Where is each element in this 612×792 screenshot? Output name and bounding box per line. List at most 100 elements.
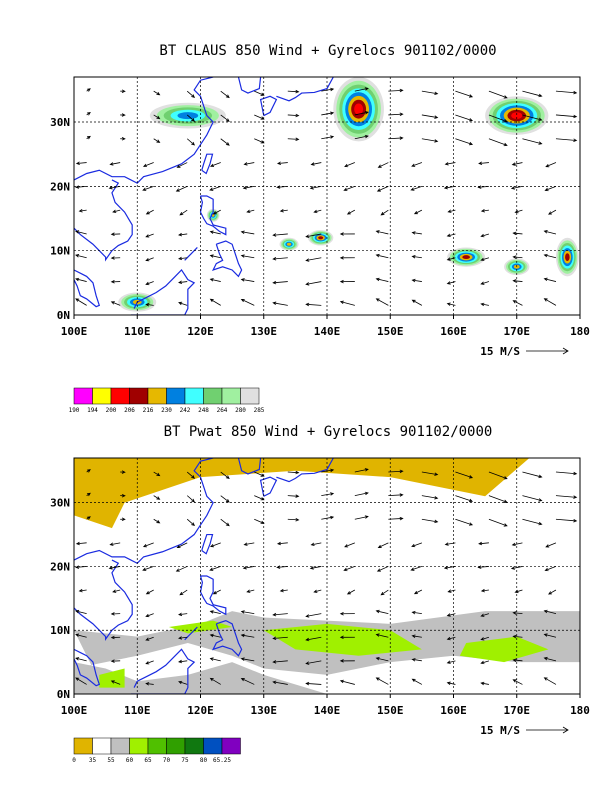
colorbar-label: 285 [254,407,265,414]
colorbar-label: 65 [144,757,152,764]
wind-arrow [522,114,543,121]
wind-arrow [254,138,265,144]
wind-arrow [413,209,423,215]
wind-arrow [120,517,126,522]
wind-arrow [86,516,91,520]
x-tick-label: 150E [377,325,404,338]
cloud-chart-panel: 100E 110E 120E 130E 140E 150E 160E 170E 180 0N 10N… [50,76,590,358]
wind-arrow [287,113,300,118]
x-tick-label: 170E [504,325,531,338]
wind-arrow [354,515,369,520]
vector-reference-arrow [526,347,569,355]
wind-arrow [455,518,474,526]
wind-arrow [444,542,456,546]
x-tick-label: 180 [570,704,590,717]
wind-arrow [75,254,87,259]
wind-arrow [276,565,288,569]
wind-arrow [305,613,322,618]
wind-arrow [480,233,490,238]
wind-arrow [455,138,474,146]
pwat-colorbar: 0 35 55 60 65 70 75 80 65.25 [72,737,241,764]
wind-arrow [375,298,389,306]
wind-arrow [243,162,255,166]
wind-arrow [421,495,439,500]
colorbar-swatch [203,387,223,405]
wind-arrow [120,470,126,474]
wind-arrow [186,518,196,527]
colorbar-label: 206 [124,407,135,414]
wind-arrow [110,659,121,663]
wind-arrow [446,613,456,617]
colorbar-label: 264 [217,407,228,414]
wind-arrow [478,161,489,165]
y-tick-label: 10N [50,624,70,637]
wind-arrow [313,209,322,214]
wind-arrow [477,565,489,569]
wind-arrow [246,209,255,214]
wind-arrow [555,471,578,476]
wind-arrow [175,185,188,192]
wind-arrow [279,588,288,593]
cloud-cluster-8-level-5 [286,242,292,246]
wind-arrow [240,678,255,685]
wind-arrow [305,233,322,238]
wind-arrow [209,566,221,571]
wind-arrow [543,277,557,282]
wind-arrow [321,468,335,473]
wind-arrow [339,659,355,663]
wind-arrow [145,302,154,307]
wind-arrow [179,209,188,216]
wind-arrow [120,89,126,93]
wind-arrow [380,589,389,596]
wind-arrow [272,660,288,664]
wind-arrow [480,660,490,665]
x-tick-label: 150E [377,704,404,717]
wind-arrow [543,633,557,638]
wind-arrow [186,114,196,122]
wind-arrow [145,660,154,665]
wind-arrow [254,90,265,96]
wind-arrow [388,112,404,117]
wind-arrow [346,589,356,595]
coastline-6 [201,153,214,175]
wind-arrow [411,299,423,306]
wind-arrow [354,468,369,473]
x-tick-label: 110E [124,325,151,338]
wind-arrow [240,230,255,235]
wind-arrow [377,162,389,168]
wind-arrow [75,298,87,306]
wind-arrow [413,589,423,595]
wind-arrow [488,471,508,480]
colorbar-label: 65.25 [213,757,231,764]
wind-arrow [272,280,288,285]
coastline-10 [184,247,198,261]
wind-arrow [555,114,578,119]
wind-arrow [555,518,578,523]
wind-arrow [411,678,423,685]
wind-arrow [376,566,389,572]
wind-arrow [354,134,369,140]
wind-arrow [178,636,188,640]
vector-reference-arrow [526,726,569,734]
wind-vectors [75,468,578,686]
wind-arrow [153,471,161,477]
wind-arrow [522,138,543,145]
colorbar-label: 80 [200,757,208,764]
wind-arrow [75,609,87,615]
wind-arrow [480,302,489,307]
wind-arrow [339,279,355,284]
wind-arrow [176,542,188,548]
wind-arrow [209,162,221,167]
x-tick-label: 120E [187,704,214,717]
wind-arrow [388,136,404,140]
wind-arrow [455,90,474,98]
wind-arrow [178,301,188,306]
wind-arrow [375,656,389,662]
wind-arrow [512,255,523,259]
x-tick-label: 120E [187,325,214,338]
wind-arrow [543,656,557,662]
wind-arrow [310,162,322,166]
wind-arrow [220,518,230,527]
wind-arrow [446,636,456,641]
